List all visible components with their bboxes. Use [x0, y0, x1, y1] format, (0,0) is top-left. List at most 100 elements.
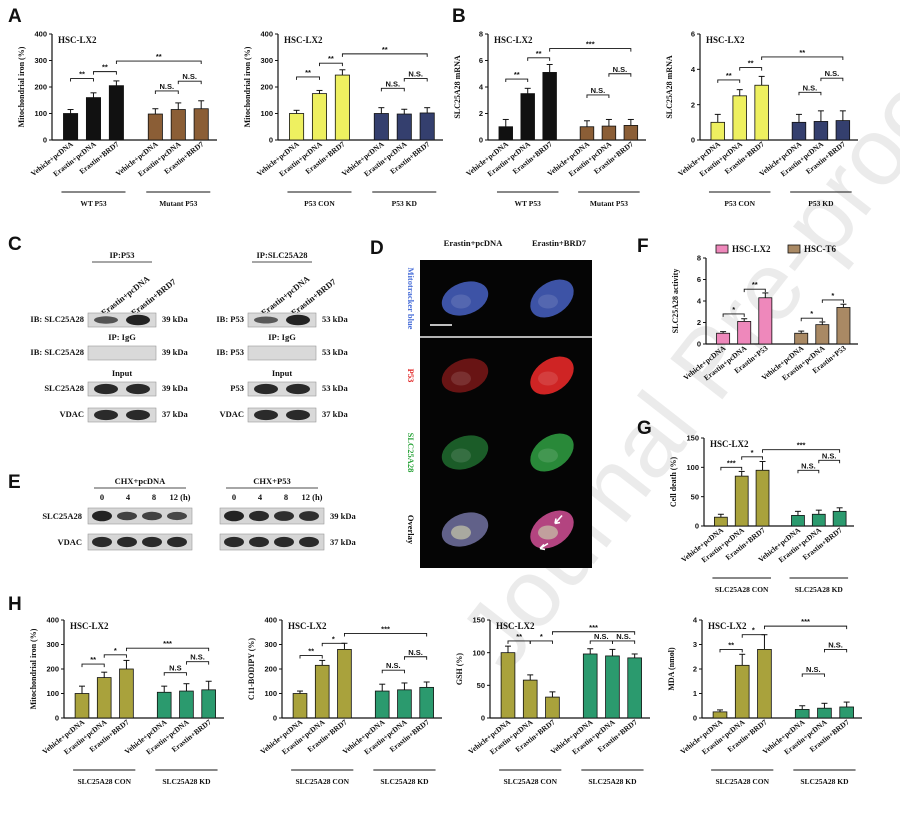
significance-bracket [761, 56, 844, 60]
bar [397, 689, 412, 719]
bar [108, 85, 124, 141]
significance-label: N.S. [408, 648, 423, 657]
significance-bracket [551, 631, 636, 635]
bar [373, 113, 389, 141]
time-point-label: 12 (h) [169, 492, 190, 502]
bar [791, 515, 805, 527]
significance-bracket [549, 48, 632, 52]
cell-nucleus [451, 371, 471, 386]
y-tick-label: 0 [693, 714, 697, 723]
significance-label: * [732, 305, 735, 314]
chart-title: HSC-LX2 [284, 35, 323, 45]
blot-strip [247, 345, 317, 361]
bar [74, 693, 90, 719]
blot-band [249, 536, 269, 548]
panel-label-d: D [370, 238, 384, 259]
microscopy-row-label: P53 [406, 369, 416, 383]
kda-label: 53 kDa [322, 314, 348, 324]
arrow-icon [539, 542, 549, 551]
blot-strip [219, 533, 325, 551]
blot-band [167, 511, 187, 521]
significance-label: N.S. [616, 632, 631, 641]
blot-strip [87, 533, 193, 551]
blot-band [92, 510, 112, 522]
significance-label: * [114, 646, 117, 655]
bar [292, 693, 308, 719]
chart-title: HSC-LX2 [496, 621, 535, 631]
cell-nucleus [451, 448, 471, 463]
bar [545, 696, 560, 719]
significance-bracket [505, 78, 529, 83]
y-tick-label: 100 [46, 689, 59, 698]
group-label: WT P53 [80, 199, 107, 208]
blot-band [286, 383, 310, 395]
bar [147, 113, 163, 141]
panel-label-c: C [8, 234, 22, 255]
group-label: P53 KD [392, 199, 418, 208]
arrow-icon [554, 514, 563, 525]
bar [813, 121, 829, 141]
bar [758, 297, 773, 345]
significance-bracket [319, 62, 343, 67]
bar [396, 113, 412, 141]
y-tick-label: 0 [695, 522, 699, 531]
bar [311, 93, 327, 141]
blot-band [274, 511, 294, 521]
bar [732, 95, 747, 141]
chart-title: HSC-LX2 [58, 35, 97, 45]
y-tick-label: 100 [260, 109, 273, 118]
cell-blob [530, 279, 574, 318]
group-label: SLC25A28 CON [715, 777, 769, 786]
significance-bracket [798, 91, 822, 96]
blot-row-label: VDAC [57, 537, 82, 547]
y-tick-label: 2 [697, 318, 701, 327]
significance-bracket [589, 640, 613, 644]
y-tick-label: 0 [697, 340, 701, 349]
significance-label: N.S [169, 664, 182, 673]
time-point-label: 0 [100, 492, 104, 502]
blot-band [274, 536, 294, 548]
chart-title: HSC-LX2 [710, 439, 749, 449]
significance-label: N.S. [591, 86, 606, 95]
group-label: SLC25A28 CON [295, 777, 349, 786]
group-label: WT P53 [515, 199, 542, 208]
y-tick-label: 150 [472, 616, 485, 625]
significance-bracket [722, 313, 745, 317]
significance-bracket [763, 625, 848, 630]
bar [627, 657, 642, 719]
chart-title: HSC-LX2 [494, 35, 533, 45]
group-label: SLC25A28 KD [588, 777, 637, 786]
y-tick-label: 2 [693, 665, 697, 674]
blot-band [142, 511, 162, 521]
bar [817, 707, 832, 719]
bar [170, 109, 186, 141]
blot-row-label: VDAC [59, 409, 84, 419]
significance-bracket [762, 449, 841, 453]
bar [811, 513, 826, 527]
y-tick-label: 300 [260, 56, 273, 65]
bar [419, 686, 434, 719]
bar [498, 126, 513, 141]
group-label: SLC25A28 CON [503, 777, 557, 786]
panel-label-a: A [8, 6, 22, 27]
significance-label: N.S. [822, 451, 837, 460]
bar [734, 475, 749, 527]
y-tick-label: 0 [479, 136, 483, 145]
blot-band [299, 511, 319, 521]
bar [794, 332, 809, 345]
y-axis-label: MDA (nmol) [667, 647, 676, 691]
y-axis-label: Mitochondrial iron (%) [17, 46, 26, 127]
significance-bracket [70, 78, 94, 82]
y-tick-label: 100 [686, 463, 699, 472]
blot-band [92, 536, 112, 548]
cell-nucleus [451, 525, 471, 540]
significance-label: ** [748, 59, 754, 68]
chx-group-label: CHX+P53 [253, 476, 290, 486]
blot-row-label: IB: P53 [216, 347, 244, 357]
y-tick-label: 400 [264, 616, 277, 625]
blot-band [299, 536, 319, 548]
bar [714, 516, 728, 527]
bar [757, 649, 772, 719]
